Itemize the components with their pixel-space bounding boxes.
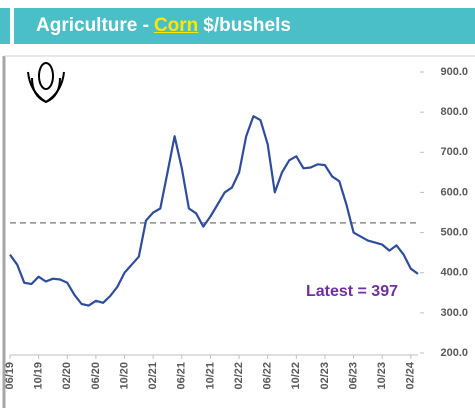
x-tick-label: 02/24 <box>405 361 417 389</box>
title-side <box>0 8 10 44</box>
x-tick-label: 02/20 <box>61 362 73 390</box>
y-tick-label: 400.0 <box>440 267 468 279</box>
x-tick-label: 02/23 <box>319 362 331 390</box>
y-tick-label: 800.0 <box>440 106 468 118</box>
x-tick-label: 06/20 <box>90 362 102 390</box>
price-line <box>9 115 419 307</box>
x-tick-label: 06/23 <box>347 362 359 390</box>
x-tick-label: 10/19 <box>33 362 45 390</box>
y-tick-label: 900.0 <box>440 66 468 78</box>
x-tick-label: 10/21 <box>204 362 216 390</box>
y-tick-label: 200.0 <box>440 347 468 359</box>
corn-icon <box>27 62 65 104</box>
x-tick-label: 10/20 <box>118 362 130 390</box>
x-tick-label: 06/19 <box>4 362 16 390</box>
x-tick-label: 02/21 <box>147 362 159 390</box>
x-tick-label: 06/22 <box>262 362 274 390</box>
x-tick-label: 06/21 <box>176 362 188 390</box>
x-tick-label: 10/22 <box>290 362 302 390</box>
title-bar: Agriculture - Corn $/bushels <box>14 8 475 44</box>
y-tick-label: 300.0 <box>440 307 468 319</box>
annotation: Latest = 397 <box>306 283 398 300</box>
y-tick-label: 700.0 <box>440 146 468 158</box>
title-prefix: Agriculture - <box>36 15 149 36</box>
x-tick-label: 10/23 <box>376 362 388 390</box>
title-highlight: Corn <box>153 15 199 36</box>
x-tick-label: 02/22 <box>233 362 245 390</box>
y-tick-label: 500.0 <box>440 226 468 238</box>
title-suffix: $/bushels <box>203 15 291 36</box>
y-tick-label: 600.0 <box>440 186 468 198</box>
